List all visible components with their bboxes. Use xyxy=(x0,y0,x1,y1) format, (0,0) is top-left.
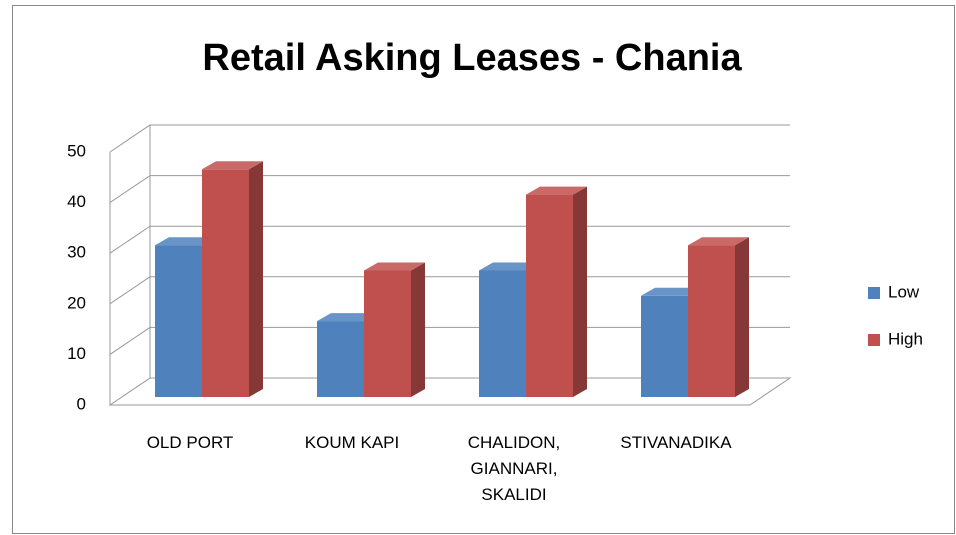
bar xyxy=(688,237,749,397)
bar-top xyxy=(317,313,378,322)
legend-label: Low xyxy=(888,282,920,301)
bar-top xyxy=(155,237,216,246)
x-tick-label: KOUM KAPI xyxy=(304,433,400,452)
legend-swatch xyxy=(868,334,880,346)
x-tick-label: OLD PORT xyxy=(146,433,234,452)
legend-swatch xyxy=(868,287,880,299)
bar-side xyxy=(735,237,749,397)
x-tick-label: STIVANADIKA xyxy=(620,433,732,452)
bar-front xyxy=(479,270,526,397)
y-tick-label: 10 xyxy=(67,344,86,363)
bar-front xyxy=(641,295,688,397)
bar-front xyxy=(364,270,411,397)
bar-front xyxy=(155,245,202,397)
y-tick-label: 20 xyxy=(67,293,86,312)
bar xyxy=(202,161,263,397)
bar-top xyxy=(688,237,749,246)
bar-top xyxy=(641,287,702,296)
grid-line xyxy=(109,175,790,204)
bar-top xyxy=(202,161,263,170)
bar-top xyxy=(479,262,540,271)
bar-front xyxy=(688,245,735,397)
y-tick-label: 40 xyxy=(67,192,86,211)
y-tick-label: 0 xyxy=(77,394,86,413)
grid-line xyxy=(109,124,790,153)
y-tick-label: 50 xyxy=(67,141,86,160)
bar xyxy=(364,262,425,397)
chart-title: Retail Asking Leases - Chania xyxy=(202,37,742,79)
legend-label: High xyxy=(888,329,923,348)
bar-top xyxy=(526,186,587,195)
bar-front xyxy=(202,169,249,397)
bar-side xyxy=(411,262,425,397)
floor xyxy=(108,377,792,406)
x-tick-label: CHALIDON, GIANNARI, SKALIDI xyxy=(467,433,561,504)
bar-front xyxy=(317,321,364,397)
bar-top xyxy=(364,262,425,271)
y-tick-label: 30 xyxy=(67,243,86,262)
bar-side xyxy=(249,161,263,397)
bar-side xyxy=(573,186,587,397)
bar xyxy=(526,186,587,397)
bar-front xyxy=(526,194,573,397)
